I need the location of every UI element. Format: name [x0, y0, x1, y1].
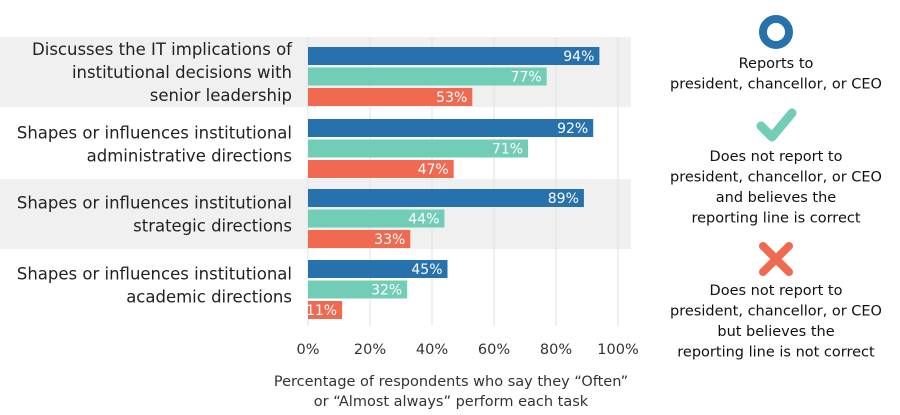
- data-label: 32%: [371, 283, 402, 299]
- x-tick-labels: 0% 20% 40% 60% 80% 100%: [296, 342, 638, 358]
- data-label: 11%: [306, 303, 337, 319]
- category-label: Shapes or influences institutional strate…: [17, 194, 292, 236]
- legend-label: Reports to president, chancellor, or CEO: [670, 56, 882, 93]
- x-axis-title: Percentage of respondents who say they “…: [274, 374, 628, 410]
- bar: [308, 47, 600, 65]
- data-label: 71%: [492, 142, 523, 158]
- tick-label: 40%: [416, 342, 448, 358]
- legend: Reports to president, chancellor, or CEO D…: [670, 15, 882, 361]
- tick-label: 20%: [354, 342, 386, 358]
- bar: [308, 301, 343, 319]
- circle-icon: [759, 15, 793, 49]
- bars: 94% 77% 53% 92% 71% 47% 89% 44%33% 45% 32% 11%: [306, 47, 600, 319]
- legend-label: Does not report to president, chancellor,…: [670, 283, 882, 361]
- checkmark-icon: [756, 108, 797, 142]
- data-label: 92%: [557, 121, 588, 137]
- x-axis-label: Percentage of respondents who say they “…: [274, 374, 628, 410]
- tick-label: 60%: [478, 342, 510, 358]
- bar: [308, 189, 584, 207]
- category-label: Shapes or influences institutional academ…: [17, 265, 292, 307]
- data-label: 45%: [411, 262, 442, 278]
- data-label: 77%: [511, 70, 542, 86]
- bar: [308, 230, 411, 248]
- bar: [308, 67, 547, 86]
- bar: [308, 139, 529, 158]
- legend-item: Does not report to president, chancellor,…: [670, 108, 882, 227]
- data-label: 94%: [563, 49, 594, 65]
- data-label: 33%: [374, 232, 405, 248]
- bar: [308, 280, 408, 299]
- tick-label: 80%: [540, 342, 572, 358]
- bar: [308, 209, 445, 228]
- bar: [308, 88, 473, 106]
- data-label: 89%: [548, 191, 579, 207]
- legend-item: Reports to president, chancellor, or CEO: [670, 15, 882, 93]
- bar: [308, 160, 454, 178]
- data-label: 44%: [408, 212, 439, 228]
- data-label: 47%: [418, 162, 449, 178]
- category-label: Shapes or influences institutional admini…: [17, 124, 292, 166]
- legend-label: Does not report to president, chancellor,…: [670, 149, 882, 227]
- bar: [308, 119, 594, 137]
- data-label: 53%: [436, 90, 467, 106]
- tick-label: 100%: [597, 342, 638, 358]
- tick-label: 0%: [296, 342, 319, 358]
- category-labels: Discusses the IT implications of institut…: [17, 40, 293, 307]
- legend-item: Does not report to president, chancellor,…: [670, 242, 882, 361]
- x-icon: [759, 242, 793, 276]
- bar: [308, 260, 448, 278]
- category-label: Discusses the IT implications of institut…: [32, 40, 293, 105]
